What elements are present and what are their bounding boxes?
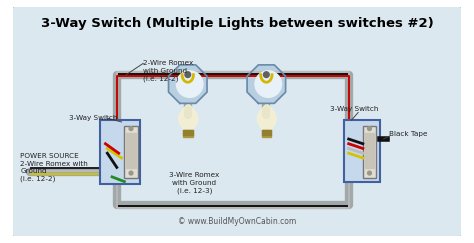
Polygon shape — [247, 65, 285, 103]
Bar — [262, 132, 271, 133]
Circle shape — [255, 71, 282, 97]
Bar — [344, 120, 380, 182]
Circle shape — [176, 71, 203, 97]
FancyBboxPatch shape — [12, 6, 462, 237]
Bar — [262, 134, 271, 135]
Polygon shape — [169, 65, 207, 103]
Circle shape — [264, 72, 269, 78]
Text: 3-Way Switch: 3-Way Switch — [70, 115, 118, 121]
Bar — [183, 132, 192, 133]
Text: POWER SOURCE
2-Wire Romex with
Ground
(i.e. 12-2): POWER SOURCE 2-Wire Romex with Ground (i… — [20, 153, 88, 182]
Circle shape — [368, 171, 372, 175]
Bar — [183, 130, 192, 131]
Bar — [124, 126, 137, 178]
Circle shape — [368, 127, 372, 130]
Circle shape — [129, 127, 133, 130]
Text: 3-Way Switch: 3-Way Switch — [330, 106, 378, 112]
Bar — [363, 126, 376, 178]
Text: © www.BuildMyOwnCabin.com: © www.BuildMyOwnCabin.com — [178, 217, 296, 226]
Bar — [100, 120, 139, 184]
Circle shape — [185, 72, 191, 78]
Text: 3-Way Switch (Multiple Lights between switches #2): 3-Way Switch (Multiple Lights between sw… — [41, 17, 433, 30]
Bar — [183, 134, 192, 135]
Circle shape — [129, 171, 133, 175]
Bar — [365, 133, 374, 168]
Text: 3-Wire Romex
with Ground
(i.e. 12-3): 3-Wire Romex with Ground (i.e. 12-3) — [169, 172, 219, 194]
Bar — [262, 130, 271, 131]
Bar — [183, 130, 192, 137]
Text: 2-Wire Romex
with Ground
(i.e. 12-2): 2-Wire Romex with Ground (i.e. 12-2) — [143, 61, 193, 82]
Bar — [262, 130, 271, 137]
Bar — [126, 133, 136, 168]
Text: Black Tape: Black Tape — [389, 131, 428, 137]
